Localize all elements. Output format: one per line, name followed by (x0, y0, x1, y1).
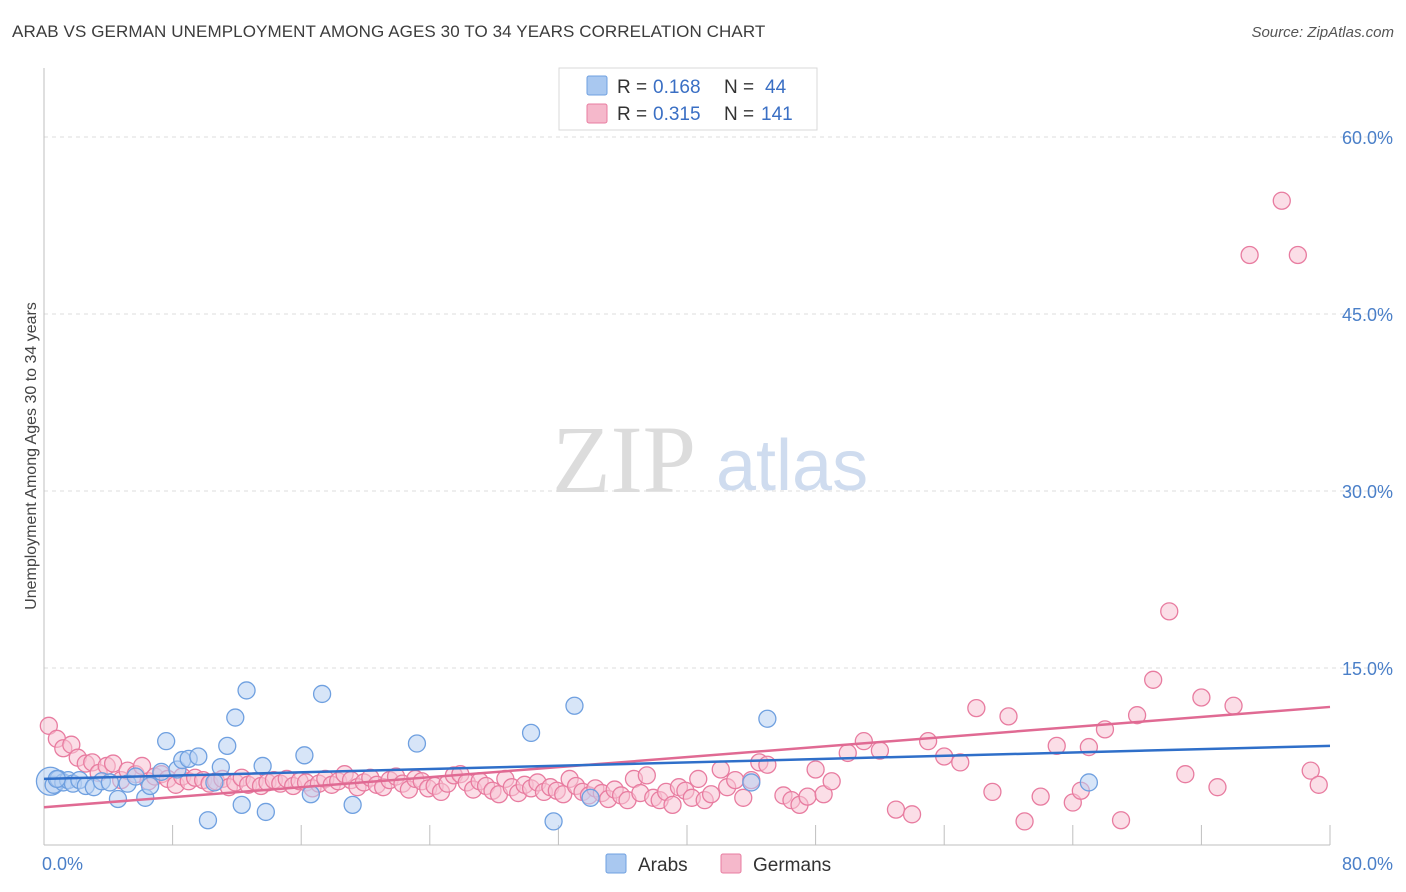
point-germans (1208, 778, 1227, 797)
correlation-legend: R = 0.168 N = 44 R = 0.315 N = 141 (558, 67, 818, 131)
point-germans (637, 766, 656, 785)
point-arabs (152, 762, 171, 781)
point-arabs (1079, 773, 1099, 792)
x-tick-labels: 0.0% 80.0% (42, 854, 1393, 874)
legend-swatch-germans (586, 103, 608, 124)
point-arabs (157, 732, 176, 751)
point-arabs (521, 723, 541, 743)
point-arabs (218, 736, 237, 756)
point-arabs (108, 789, 128, 809)
point-germans (103, 754, 123, 773)
point-germans (918, 732, 938, 751)
point-arabs (189, 747, 208, 766)
point-arabs (232, 795, 251, 815)
y-tick-labels: 15.0% 30.0% 45.0% 60.0% (1342, 128, 1393, 679)
point-germans (886, 800, 906, 819)
y-tick-label: 45.0% (1342, 305, 1393, 325)
point-germans (39, 716, 58, 735)
point-germans (734, 788, 753, 807)
series-legend: Arabs Germans (605, 853, 831, 876)
point-germans (758, 755, 777, 774)
y-tick-label: 30.0% (1342, 482, 1393, 502)
source-label: Source: ZipAtlas.com (1251, 24, 1394, 41)
point-germans (967, 698, 986, 718)
point-germans (1288, 245, 1307, 265)
point-germans (1192, 688, 1211, 707)
x-tick-label: 0.0% (42, 854, 83, 874)
trend-lines (43, 705, 1331, 809)
legend-n-value: 141 (761, 104, 793, 125)
point-arabs (295, 746, 314, 765)
point-germans (1301, 761, 1320, 780)
point-germans (806, 760, 825, 779)
point-germans (1160, 602, 1179, 621)
y-tick-label: 15.0% (1342, 659, 1393, 679)
x-tick-label: 80.0% (1342, 854, 1393, 874)
legend-n-label: N = (724, 104, 754, 125)
point-arabs (343, 795, 362, 815)
point-germans (814, 785, 833, 804)
point-arabs (237, 681, 256, 700)
watermark-zip: ZIP (552, 406, 696, 513)
point-arabs (758, 709, 777, 728)
point-germans (1240, 245, 1259, 265)
legend-r-label: R = (617, 104, 647, 125)
y-tick-label: 60.0% (1342, 128, 1393, 148)
point-germans (951, 753, 970, 772)
point-germans (798, 787, 817, 806)
legend-n-value: 44 (765, 77, 787, 98)
legend-r-label: R = (617, 77, 647, 98)
point-arabs (407, 734, 427, 753)
watermark-atlas: atlas (716, 426, 868, 506)
point-germans (1309, 775, 1328, 794)
point-germans (726, 770, 745, 790)
point-germans (854, 732, 873, 751)
point-germans (554, 785, 573, 804)
legend-n-label: N = (724, 77, 754, 98)
point-germans (822, 772, 841, 791)
point-germans (1015, 812, 1034, 831)
point-germans (1127, 706, 1147, 725)
point-germans (1031, 787, 1050, 806)
point-germans (1176, 765, 1195, 784)
watermark: ZIP atlas (552, 406, 868, 513)
point-arabs (742, 773, 761, 792)
point-arabs (312, 684, 332, 704)
point-germans (1224, 696, 1243, 715)
point-germans (1111, 811, 1131, 830)
point-germans (999, 707, 1018, 726)
chart-title: ARAB VS GERMAN UNEMPLOYMENT AMONG AGES 3… (12, 22, 766, 41)
legend-swatch-arabs (586, 75, 608, 96)
trend-line-germans (43, 705, 1331, 809)
point-germans (1144, 670, 1163, 689)
point-arabs (581, 788, 600, 807)
point-arabs (226, 708, 245, 727)
series-legend-germans: Germans (753, 855, 831, 876)
point-arabs (198, 811, 218, 830)
point-arabs (544, 812, 563, 831)
point-arabs (256, 802, 275, 822)
point-germans (663, 795, 682, 815)
point-germans (711, 760, 730, 779)
point-arabs (301, 785, 320, 804)
series-legend-swatch-germans (720, 853, 742, 874)
point-germans (983, 782, 1002, 802)
point-germans (689, 769, 708, 789)
point-germans (1047, 736, 1066, 756)
legend-r-value: 0.168 (653, 77, 701, 98)
y-axis-label: Unemployment Among Ages 30 to 34 years (23, 302, 40, 610)
point-arabs (140, 776, 160, 796)
legend-r-value: 0.315 (653, 104, 701, 125)
series-legend-arabs: Arabs (638, 855, 688, 876)
gridlines (44, 136, 1392, 669)
point-arabs (565, 696, 584, 715)
series-legend-swatch-arabs (605, 853, 627, 874)
trend-line-arabs (43, 744, 1331, 781)
point-arabs (253, 756, 272, 776)
point-germans (701, 785, 721, 804)
point-germans (902, 805, 922, 824)
point-germans (1272, 191, 1291, 210)
point-arabs (205, 773, 224, 792)
